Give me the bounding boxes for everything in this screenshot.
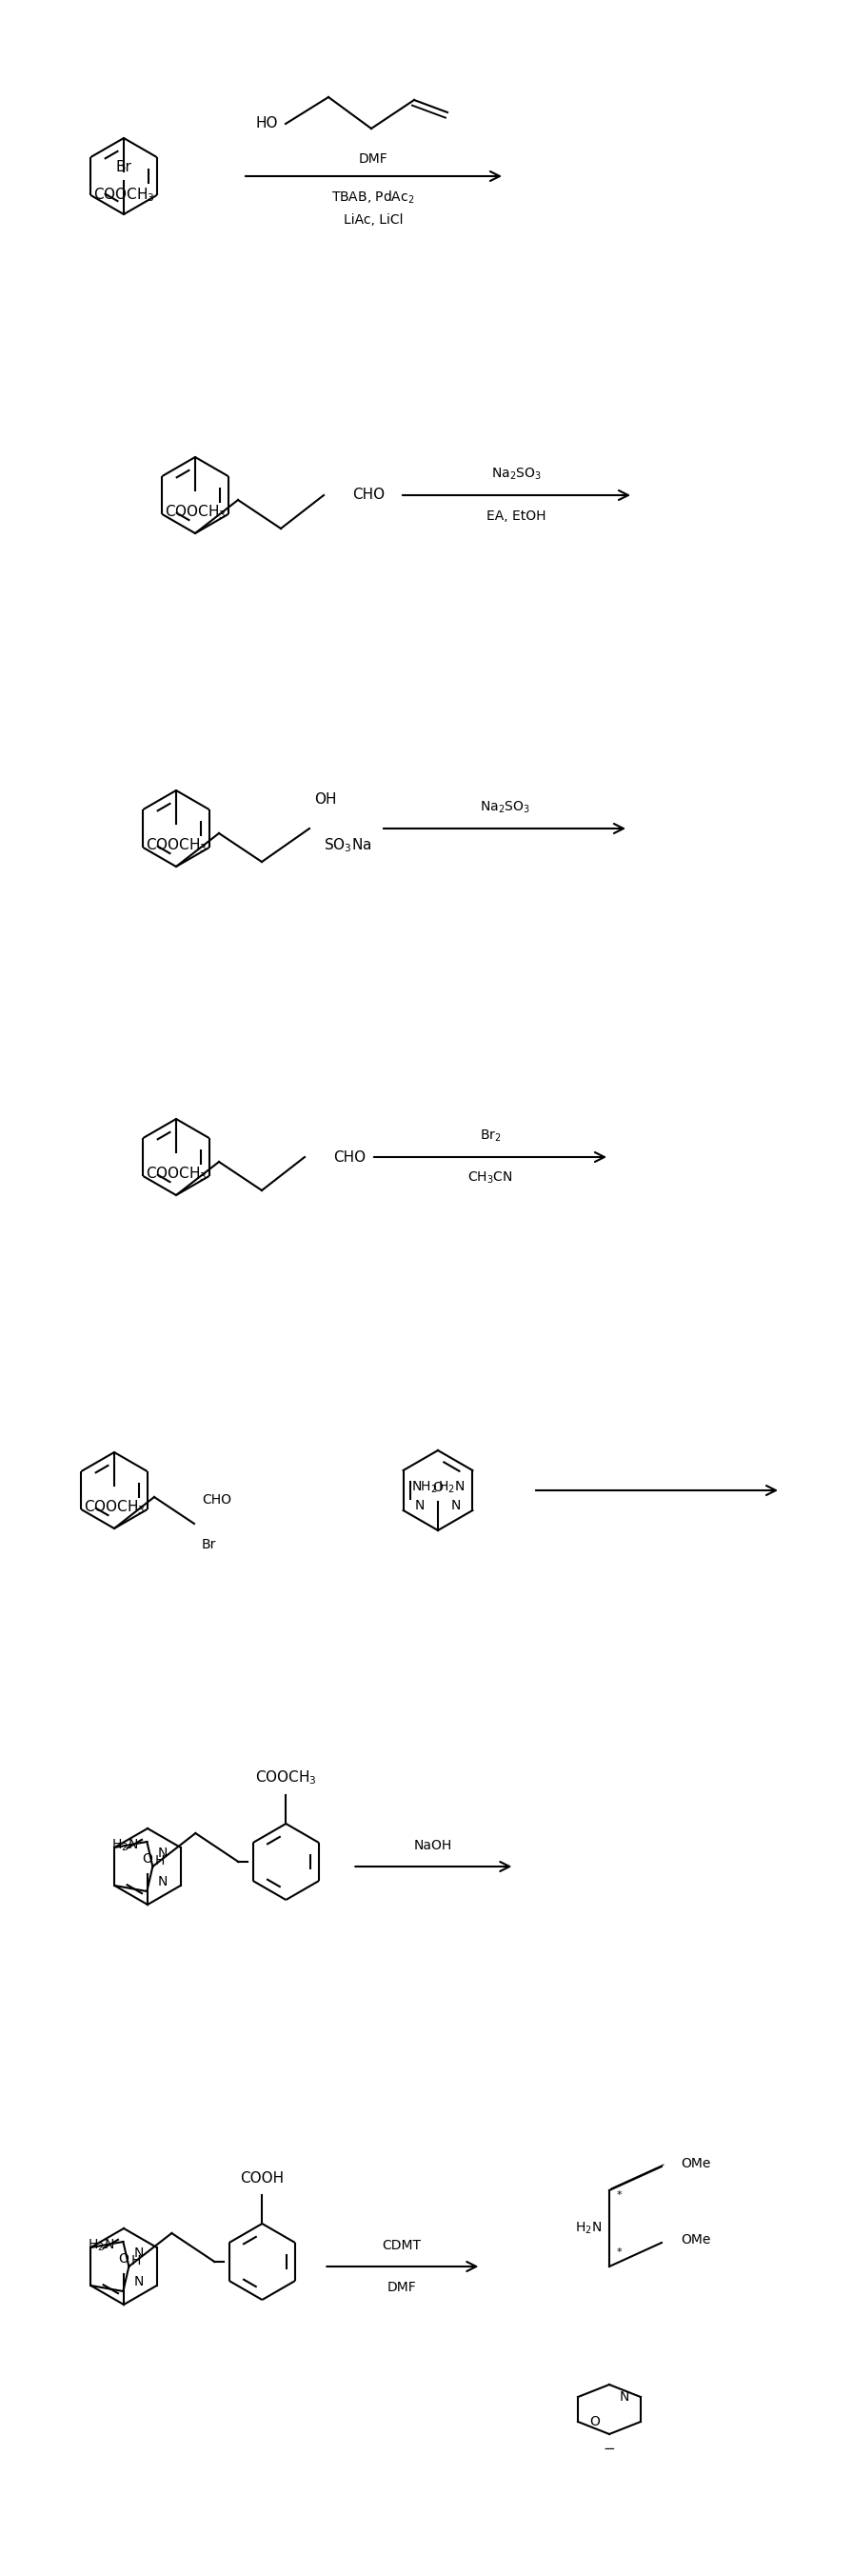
Text: NH$_2$: NH$_2$ [411,1479,438,1494]
Text: H$_2$N: H$_2$N [438,1479,465,1494]
Text: DMF: DMF [387,2280,416,2295]
Text: H: H [131,2254,141,2267]
Text: N: N [451,1499,461,1512]
Text: O: O [432,1481,443,1494]
Text: OH: OH [314,793,337,806]
Text: N: N [157,1847,167,1860]
Text: Br: Br [202,1538,217,1551]
Text: N: N [619,2391,630,2403]
Text: N: N [415,1499,425,1512]
Text: N: N [134,2246,143,2259]
Text: DMF: DMF [358,152,388,165]
Text: H$_2$N: H$_2$N [111,1837,138,1852]
Text: O: O [142,1852,153,1865]
Text: COOCH$_3$: COOCH$_3$ [255,1770,316,1788]
Text: Na$_2$SO$_3$: Na$_2$SO$_3$ [490,466,541,482]
Text: COOCH$_3$: COOCH$_3$ [145,837,207,855]
Text: TBAB, PdAc$_2$: TBAB, PdAc$_2$ [332,188,415,206]
Text: COOCH$_3$: COOCH$_3$ [165,502,226,520]
Text: *: * [617,2246,622,2257]
Text: NaOH: NaOH [414,1839,452,1852]
Text: OMe: OMe [681,2156,711,2172]
Text: *: * [617,2190,622,2200]
Text: Br$_2$: Br$_2$ [479,1128,501,1144]
Text: COOCH$_3$: COOCH$_3$ [93,185,154,204]
Text: CHO: CHO [352,487,385,502]
Text: O: O [589,2416,600,2429]
Text: LiAc, LiCl: LiAc, LiCl [344,214,403,227]
Text: OMe: OMe [681,2233,711,2246]
Text: −: − [603,2442,615,2458]
Text: Na$_2$SO$_3$: Na$_2$SO$_3$ [479,799,530,817]
Text: CDMT: CDMT [382,2239,421,2251]
Text: CHO: CHO [334,1149,366,1164]
Text: SO$_3$Na: SO$_3$Na [323,837,372,855]
Text: HO: HO [256,116,278,131]
Text: H$_2$N: H$_2$N [88,2239,114,2254]
Text: COOH: COOH [241,2172,284,2184]
Text: H$_2$N: H$_2$N [575,2221,601,2236]
Text: H: H [154,1855,165,1868]
Text: N: N [157,1875,167,1888]
Text: Br: Br [116,160,132,173]
Text: O: O [119,2251,129,2264]
Text: CH$_3$CN: CH$_3$CN [467,1170,513,1185]
Text: CHO: CHO [202,1494,231,1507]
Text: N: N [134,2275,143,2287]
Text: COOCH$_3$: COOCH$_3$ [145,1164,207,1182]
Text: EA, EtOH: EA, EtOH [486,510,546,523]
Text: COOCH$_3$: COOCH$_3$ [84,1499,145,1517]
